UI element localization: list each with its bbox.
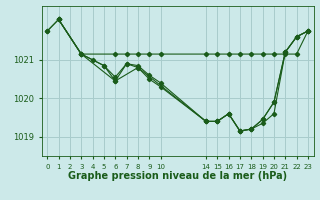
X-axis label: Graphe pression niveau de la mer (hPa): Graphe pression niveau de la mer (hPa)	[68, 171, 287, 181]
